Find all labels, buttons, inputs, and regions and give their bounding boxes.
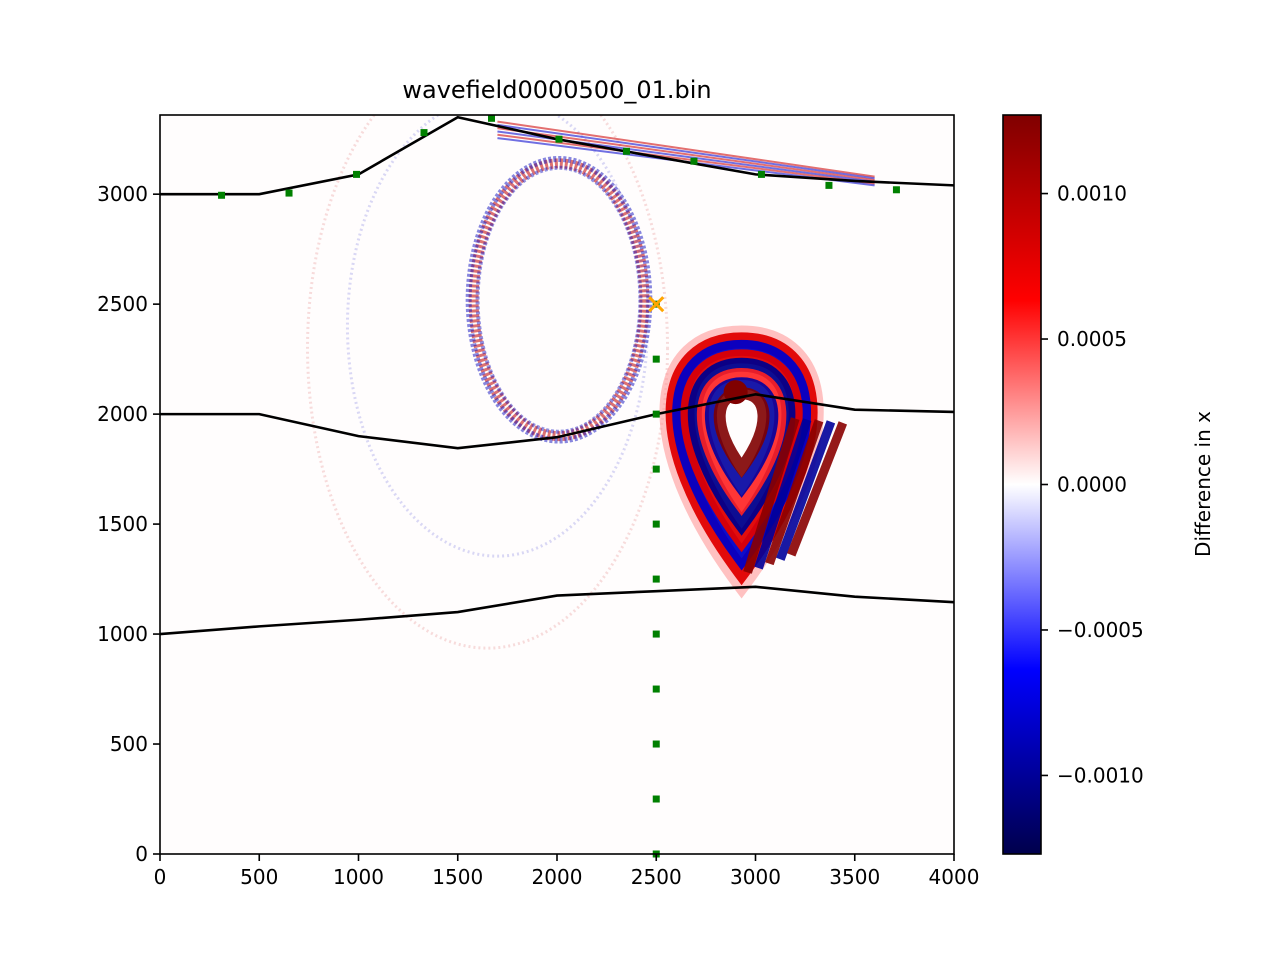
borehole-receiver xyxy=(652,465,660,473)
y-tick-label: 2500 xyxy=(97,292,148,316)
x-tick-label: 4000 xyxy=(929,865,980,889)
reflection-ring xyxy=(475,165,643,434)
plot-background xyxy=(160,115,954,854)
borehole-receiver xyxy=(652,410,660,418)
wavefront-stripe xyxy=(787,421,848,557)
y-tick-label: 1500 xyxy=(97,512,148,536)
scatter-ring xyxy=(306,115,669,650)
borehole-receiver xyxy=(652,685,660,693)
y-tick-label: 1000 xyxy=(97,622,148,646)
colorbar-tick-label: 0.0000 xyxy=(1057,473,1127,497)
receiver-markers xyxy=(218,114,900,858)
surface-receiver xyxy=(487,114,495,122)
surface-receiver xyxy=(285,189,293,197)
surface-receiver xyxy=(353,170,361,178)
colorbar-tick-label: −0.0005 xyxy=(1057,618,1144,642)
x-tick-label: 2000 xyxy=(532,865,583,889)
colorbar-ticks: −0.0010 −0.0005 0.0000 0.0005 0.0010 xyxy=(1041,182,1144,787)
borehole-receiver xyxy=(652,795,660,803)
colorbar-tick-label: −0.0010 xyxy=(1057,763,1144,787)
surface-streak xyxy=(497,123,875,180)
x-tick-label: 1000 xyxy=(333,865,384,889)
surface-receiver xyxy=(757,170,765,178)
surface-receiver xyxy=(622,147,630,155)
source-x-stroke xyxy=(648,296,665,313)
x-tick-label: 3000 xyxy=(730,865,781,889)
x-tick-label: 2500 xyxy=(631,865,682,889)
interface-line-3 xyxy=(160,585,954,636)
scatter-ring xyxy=(345,115,649,558)
colorbar-label: Difference in x xyxy=(1191,411,1215,557)
wavefront-shell xyxy=(696,367,787,516)
surface-receiver xyxy=(690,157,698,165)
x-axis: 0 500 1000 1500 2000 2500 3000 3500 4000 xyxy=(154,854,980,889)
wavefront-stripe xyxy=(776,420,836,561)
x-tick-label: 3500 xyxy=(829,865,880,889)
y-axis: 0 500 1000 1500 2000 2500 3000 xyxy=(97,182,160,866)
chart-title: wavefield0000500_01.bin xyxy=(402,76,711,104)
x-tick-label: 1500 xyxy=(432,865,483,889)
colorbar: −0.0010 −0.0005 0.0000 0.0005 0.0010 Differe… xyxy=(1002,114,1215,855)
wavefront-stripe xyxy=(765,419,824,566)
x-tick-label: 500 xyxy=(240,865,278,889)
borehole-receiver xyxy=(652,630,660,638)
y-tick-label: 3000 xyxy=(97,182,148,206)
y-tick-label: 500 xyxy=(110,732,148,756)
surface-receiver xyxy=(555,135,563,143)
surface-streak xyxy=(497,133,875,185)
y-tick-label: 0 xyxy=(135,842,148,866)
surface-receiver xyxy=(420,129,428,137)
colorbar-gradient xyxy=(1002,114,1042,855)
borehole-receiver xyxy=(652,740,660,748)
plot-area xyxy=(159,114,955,858)
x-tick-label: 0 xyxy=(154,865,167,889)
surface-receiver xyxy=(892,186,900,194)
wavefront-stripe xyxy=(754,418,812,570)
wavefield-image xyxy=(306,115,875,650)
borehole-receiver xyxy=(652,520,660,528)
y-tick-label: 2000 xyxy=(97,402,148,426)
surface-receiver xyxy=(218,191,226,199)
source-marker xyxy=(648,296,665,313)
borehole-receiver xyxy=(652,355,660,363)
colorbar-tick-label: 0.0010 xyxy=(1057,182,1127,206)
interface-line-2 xyxy=(160,393,954,450)
colorbar-tick-label: 0.0005 xyxy=(1057,327,1127,351)
surface-receiver xyxy=(825,181,833,189)
reflection-ring xyxy=(465,155,653,444)
surface-streak xyxy=(497,120,875,178)
borehole-receiver xyxy=(652,575,660,583)
wavefront-stripe xyxy=(743,417,800,574)
